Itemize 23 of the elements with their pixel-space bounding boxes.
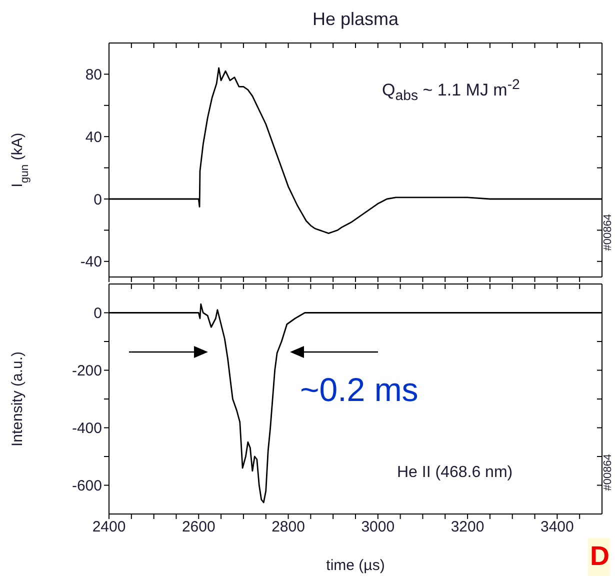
annotation: ~0.2 ms bbox=[300, 371, 418, 408]
annotation: He II (468.6 nm) bbox=[397, 464, 513, 482]
y-tick-label: -200 bbox=[72, 362, 102, 380]
text: D bbox=[588, 538, 610, 576]
x-tick-label: 2600 bbox=[182, 518, 216, 536]
y-tick-label: -40 bbox=[80, 254, 102, 271]
chart-title: He plasma bbox=[311, 9, 400, 30]
y-axis-title: Intensity (a.u.) bbox=[9, 351, 26, 447]
x-tick-label: 2800 bbox=[272, 518, 305, 536]
y-tick-label: 80 bbox=[85, 66, 102, 84]
x-tick-label: 3400 bbox=[540, 518, 574, 536]
x-tick-label: 3200 bbox=[450, 518, 484, 536]
y-tick-label: -400 bbox=[72, 420, 102, 438]
x-axis-title: time (µs) bbox=[326, 557, 385, 574]
y-tick-label: -600 bbox=[72, 478, 102, 495]
annotation: Q$_{abs}$ ~ 1.1 MJ m$^{-2}$ bbox=[382, 77, 520, 105]
x-tick-label: 3000 bbox=[361, 518, 395, 536]
y-tick-label: 0 bbox=[94, 305, 102, 322]
text: #00864 bbox=[602, 214, 614, 251]
text: #00864 bbox=[602, 454, 614, 491]
y-tick-label: 40 bbox=[85, 128, 102, 146]
y-tick-label: 0 bbox=[94, 191, 102, 208]
x-tick-label: 2400 bbox=[92, 518, 126, 536]
